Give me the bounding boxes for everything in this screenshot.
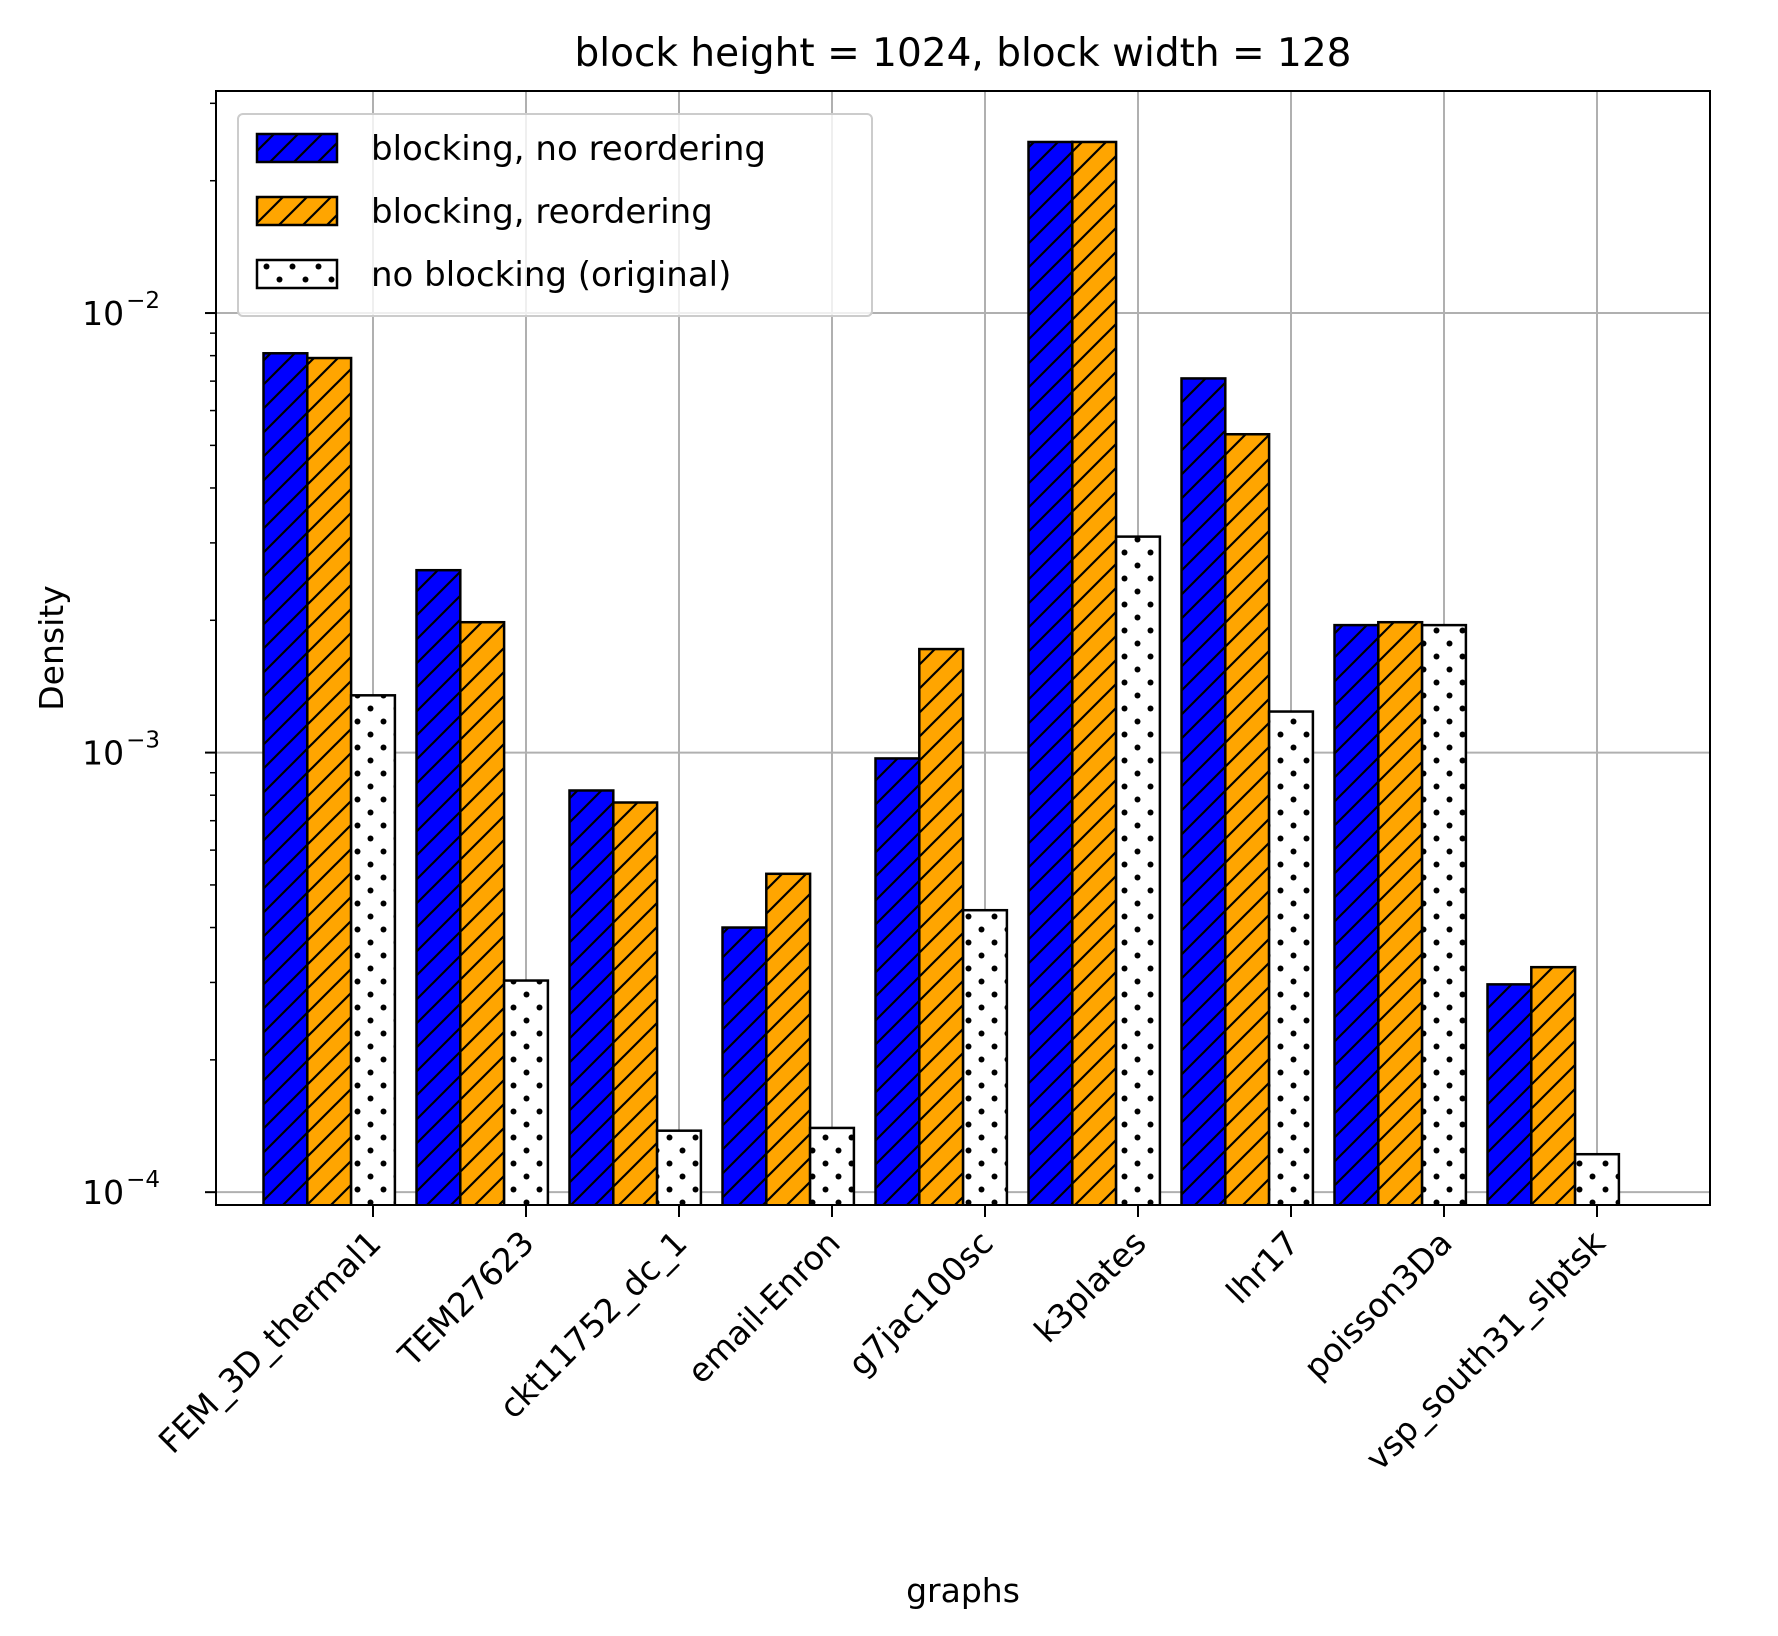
x-tick-label: k3plates xyxy=(1026,1223,1153,1350)
legend-swatch xyxy=(255,132,339,164)
legend-label: no blocking (original) xyxy=(371,255,731,295)
bar xyxy=(1530,965,1577,1205)
bar xyxy=(262,352,309,1205)
bar xyxy=(1267,710,1315,1205)
x-tick-label: poisson3Da xyxy=(1296,1223,1460,1387)
chart-title: block height = 1024, block width = 128 xyxy=(575,31,1352,76)
plot-frame xyxy=(215,90,1711,1206)
bar xyxy=(1486,983,1533,1205)
bar xyxy=(808,1126,856,1205)
bar xyxy=(874,757,921,1205)
legend-label: blocking, no reordering xyxy=(371,129,766,169)
bar xyxy=(765,872,812,1205)
bar xyxy=(1180,377,1227,1205)
bar xyxy=(1420,623,1468,1205)
bar xyxy=(1377,620,1424,1205)
x-tick-label: lhr17 xyxy=(1219,1223,1307,1311)
x-axis: FEM_3D_thermal1 TEM27623ckt11752_dc_1emai… xyxy=(151,1205,1613,1478)
bar xyxy=(612,801,659,1205)
bar xyxy=(1573,1152,1621,1205)
bar xyxy=(1114,535,1162,1205)
bar xyxy=(1027,140,1074,1205)
y-axis-label: Density xyxy=(32,585,71,710)
y-tick-label: 10−3 xyxy=(82,728,160,773)
y-axis: 10−4 10−3 10−2 xyxy=(82,102,216,1212)
bar xyxy=(568,789,615,1205)
bar xyxy=(961,908,1009,1205)
bars xyxy=(262,140,1621,1205)
bar xyxy=(502,979,550,1205)
bar xyxy=(1224,432,1271,1205)
x-tick-label: FEM_3D_thermal1 xyxy=(151,1223,389,1461)
bar xyxy=(349,694,397,1205)
bar xyxy=(721,926,768,1205)
legend-swatch xyxy=(255,195,339,227)
y-tick-label: 10−2 xyxy=(82,288,160,333)
legend-swatch xyxy=(255,258,339,290)
bar xyxy=(655,1129,703,1205)
legend: blocking, no reordering blocking, reorder… xyxy=(237,113,873,317)
bar xyxy=(918,647,965,1205)
legend-box xyxy=(237,113,873,317)
legend-label: blocking, reordering xyxy=(371,192,713,232)
bar xyxy=(459,620,506,1205)
x-axis-label: graphs xyxy=(906,1571,1020,1610)
bar xyxy=(306,356,353,1205)
y-tick-label: 10−4 xyxy=(82,1167,160,1212)
bar xyxy=(1333,623,1380,1205)
bar xyxy=(415,568,462,1205)
bar xyxy=(1071,140,1118,1205)
x-tick-label: TEM27623 xyxy=(390,1223,542,1375)
x-tick-label: g7jac100sc xyxy=(840,1223,1000,1383)
x-tick-label: email-Enron xyxy=(680,1223,848,1391)
